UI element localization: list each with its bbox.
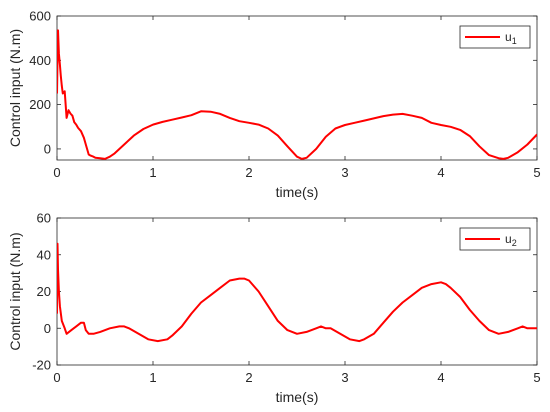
y-tick-label: 200: [29, 97, 51, 112]
y-tick-label: 20: [37, 284, 51, 299]
x-tick-label: 2: [245, 165, 252, 180]
y-tick-label: -20: [32, 358, 51, 373]
y-tick-label: 0: [44, 321, 51, 336]
x-tick-label: 5: [533, 165, 540, 180]
x-tick-label: 4: [437, 165, 444, 180]
legend-label-main: u: [505, 232, 512, 246]
plot-area: [56, 15, 538, 161]
x-axis-label: time(s): [276, 389, 319, 405]
y-tick-label: 0: [44, 141, 51, 156]
x-axis-label: time(s): [276, 184, 319, 200]
series-line-u2: [57, 242, 537, 343]
x-tick-label: 4: [437, 370, 444, 385]
x-tick-label: 5: [533, 370, 540, 385]
y-tick-label: 400: [29, 53, 51, 68]
y-tick-label: 60: [37, 211, 51, 226]
legend: u2: [459, 227, 531, 251]
x-tick-label: 3: [341, 370, 348, 385]
x-tick-label: 3: [341, 165, 348, 180]
y-tick-label: 600: [29, 9, 51, 24]
x-tick-label: 1: [149, 370, 156, 385]
chart-panel-1: 0 1 2 3 4 5 0 200 400 600 time(s) Control input (N.…: [7, 9, 541, 201]
x-tick-label: 0: [53, 370, 60, 385]
legend-label: u1: [505, 30, 517, 46]
y-axis-label: Control input (N.m): [7, 232, 23, 350]
legend: u1: [459, 25, 531, 49]
legend-label-main: u: [505, 30, 512, 44]
y-tick-label: 40: [37, 247, 51, 262]
y-axis-label: Control input (N.m): [7, 29, 23, 147]
x-tick-label: 2: [245, 370, 252, 385]
plot-area: [56, 217, 538, 366]
legend-label-subscript: 1: [512, 36, 517, 46]
legend-label: u2: [505, 232, 517, 248]
series-line-u1: [57, 29, 537, 160]
legend-label-subscript: 2: [512, 238, 517, 248]
x-tick-label: 1: [149, 165, 156, 180]
x-tick-label: 0: [53, 165, 60, 180]
